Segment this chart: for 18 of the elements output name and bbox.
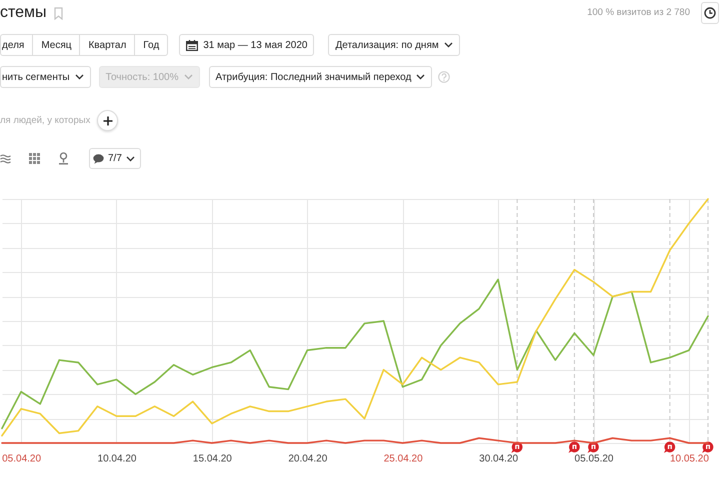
dropdown-button: Атрибуция: Последний значимый переход <box>208 66 432 88</box>
dropdown-button: Детализация: по дням <box>328 34 460 56</box>
segmented-control: деля Месяц Квартал Год <box>0 34 168 56</box>
x-tick-label: 10.04.20 <box>98 454 137 464</box>
x-tick-label: 25.04.20 <box>384 454 424 464</box>
dropdown-button: нить сегменты <box>0 66 91 88</box>
chart-title: стемы <box>0 3 47 23</box>
date-range-button: 31 мар — 13 мая 2020 <box>179 34 314 56</box>
x-tick-label: 20.04.20 <box>288 454 328 464</box>
dropdown-button: Точность: 100% <box>98 66 200 88</box>
x-tick-label: 05.05.20 <box>574 454 614 464</box>
x-tick-label: 10.05.20 <box>670 454 710 464</box>
dropdown-button: 7/7 <box>89 148 141 169</box>
text: 100 % визитов из 2 780 <box>587 7 690 18</box>
x-tick-label: 05.04.20 <box>2 454 42 464</box>
x-tick-label: 30.04.20 <box>479 454 519 464</box>
x-tick-label: 15.04.20 <box>192 454 232 464</box>
text: ля людей, у которых <box>0 115 90 126</box>
